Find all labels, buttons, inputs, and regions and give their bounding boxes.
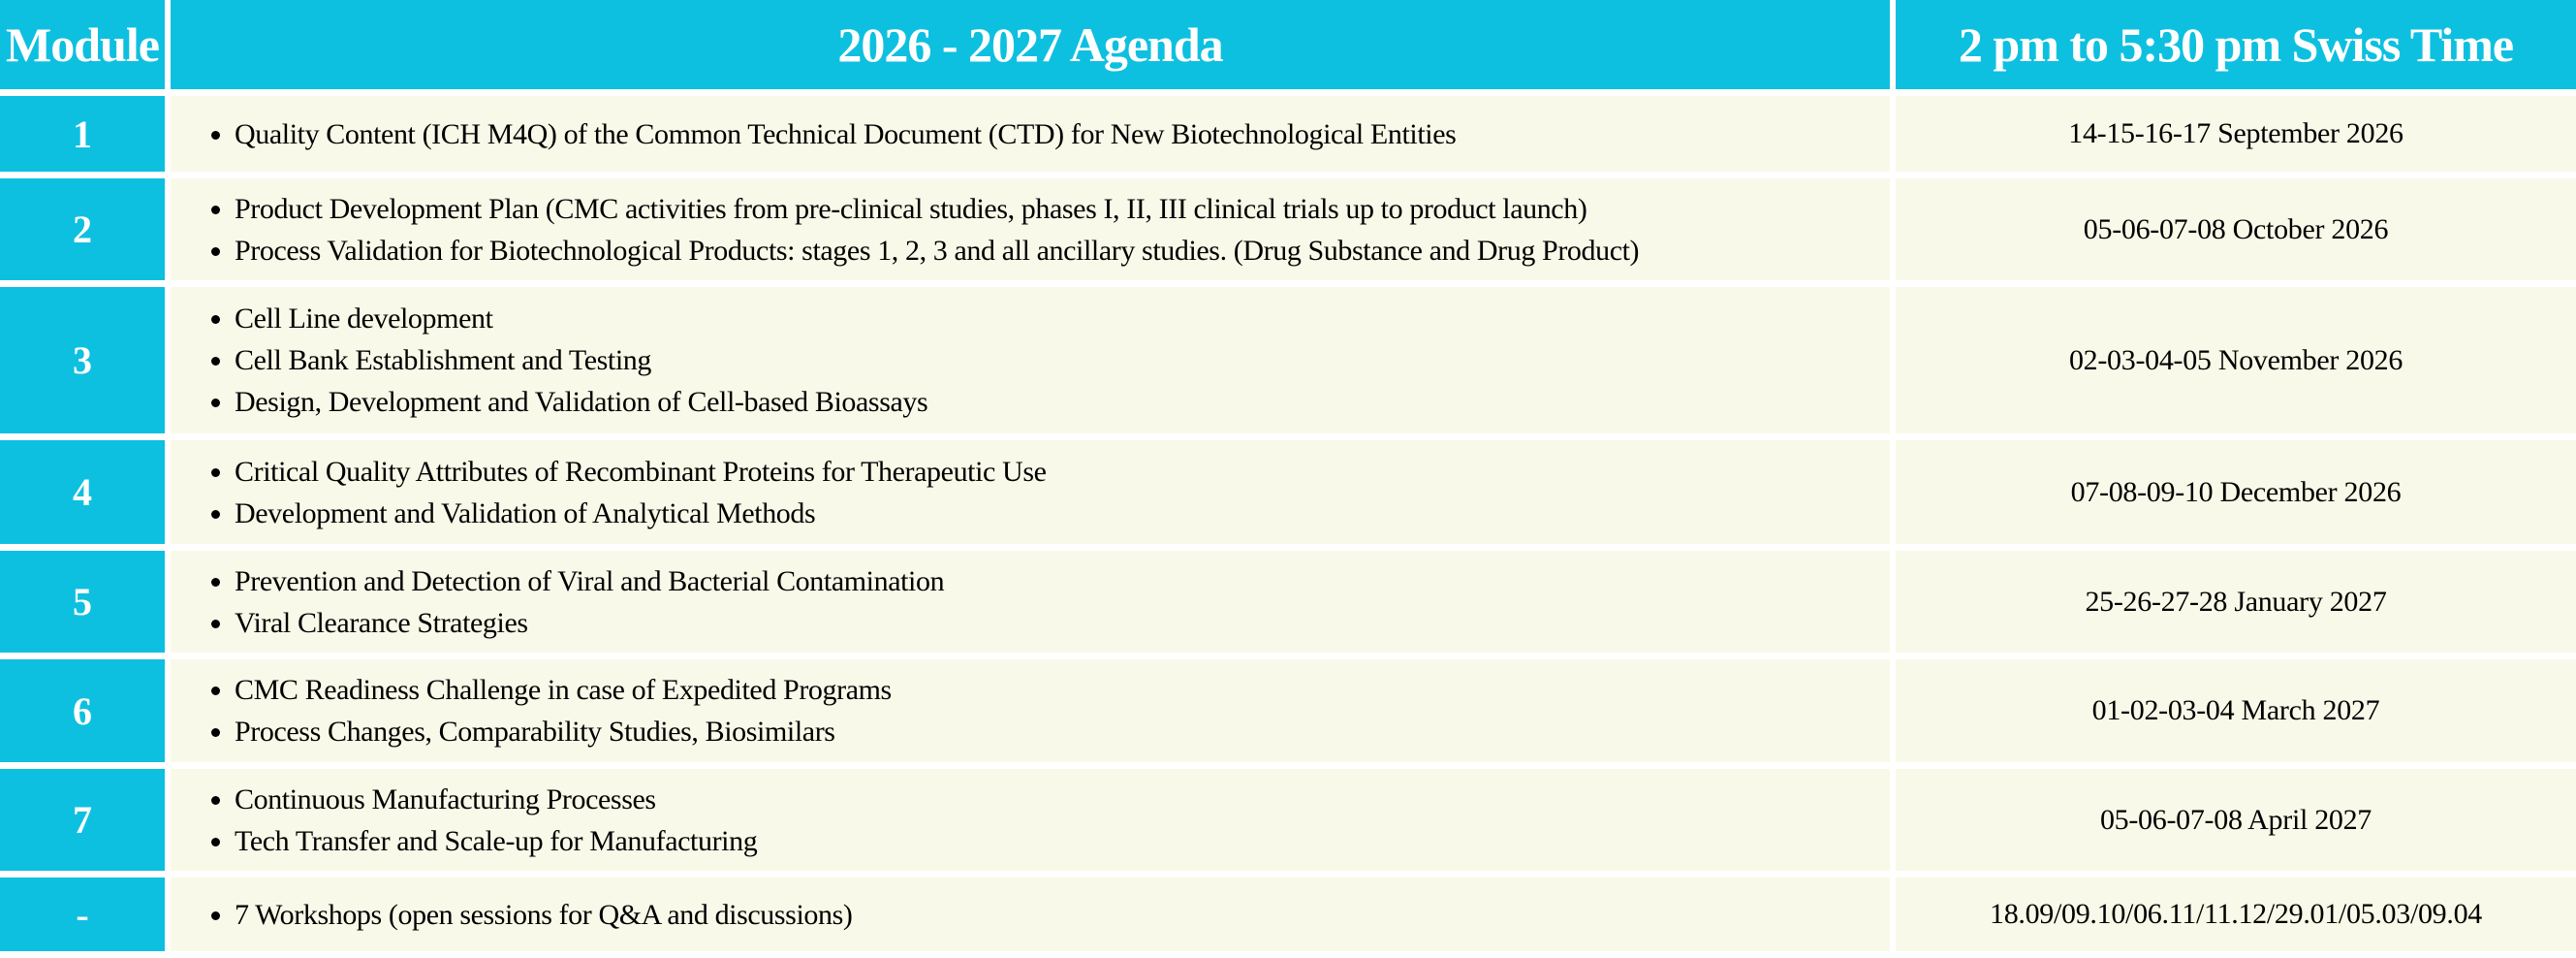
agenda-cell: Continuous Manufacturing ProcessesTech T… — [171, 769, 1890, 871]
session-dates: 02-03-04-05 November 2026 — [1896, 287, 2576, 433]
agenda-item: Design, Development and Validation of Ce… — [235, 381, 1890, 423]
module-number: 6 — [0, 659, 165, 762]
session-dates: 14-15-16-17 September 2026 — [1896, 96, 2576, 172]
agenda-item: Cell Bank Establishment and Testing — [235, 339, 1890, 381]
agenda-item: Quality Content (ICH M4Q) of the Common … — [235, 113, 1890, 155]
agenda-list: CMC Readiness Challenge in case of Exped… — [171, 669, 1890, 752]
agenda-item: Product Development Plan (CMC activities… — [235, 188, 1890, 230]
table-row: 5 Prevention and Detection of Viral and B… — [0, 551, 2576, 653]
agenda-list: Prevention and Detection of Viral and Ba… — [171, 560, 1890, 644]
agenda-item: Cell Line development — [235, 298, 1890, 339]
agenda-list: Cell Line developmentCell Bank Establish… — [171, 298, 1890, 423]
agenda-list: Product Development Plan (CMC activities… — [171, 188, 1890, 271]
agenda-item: CMC Readiness Challenge in case of Exped… — [235, 669, 1890, 711]
table-row: 1 Quality Content (ICH M4Q) of the Common… — [0, 96, 2576, 172]
agenda-cell: Cell Line developmentCell Bank Establish… — [171, 287, 1890, 433]
table-row: 7Continuous Manufacturing ProcessesTech … — [0, 769, 2576, 871]
table-row: - 7 Workshops (open sessions for Q&A and … — [0, 878, 2576, 951]
session-dates: 07-08-09-10 December 2026 — [1896, 440, 2576, 544]
agenda-item: Development and Validation of Analytical… — [235, 493, 1890, 534]
table-body: 1 Quality Content (ICH M4Q) of the Common… — [0, 96, 2576, 951]
module-number: 7 — [0, 769, 165, 871]
module-number: 3 — [0, 287, 165, 433]
module-number: 2 — [0, 178, 165, 280]
session-dates: 25-26-27-28 January 2027 — [1896, 551, 2576, 653]
agenda-list: Quality Content (ICH M4Q) of the Common … — [171, 113, 1890, 155]
agenda-cell: Critical Quality Attributes of Recombina… — [171, 440, 1890, 544]
agenda-list: Continuous Manufacturing ProcessesTech T… — [171, 779, 1890, 862]
agenda-item: Tech Transfer and Scale-up for Manufactu… — [235, 820, 1890, 862]
table-row: 3Cell Line developmentCell Bank Establis… — [0, 287, 2576, 433]
module-number: 5 — [0, 551, 165, 653]
table-row: 6 CMC Readiness Challenge in case of Expe… — [0, 659, 2576, 762]
agenda-cell: Product Development Plan (CMC activities… — [171, 178, 1890, 280]
agenda-item: Process Changes, Comparability Studies, … — [235, 711, 1890, 752]
agenda-cell: 7 Workshops (open sessions for Q&A and d… — [171, 878, 1890, 951]
header-row: Module 2026 - 2027 Agenda 2 pm to 5:30 p… — [0, 0, 2576, 89]
agenda-item: 7 Workshops (open sessions for Q&A and d… — [235, 894, 1890, 936]
agenda-list: Critical Quality Attributes of Recombina… — [171, 451, 1890, 534]
session-dates: 05-06-07-08 October 2026 — [1896, 178, 2576, 280]
agenda-item: Critical Quality Attributes of Recombina… — [235, 451, 1890, 493]
agenda-item: Viral Clearance Strategies — [235, 602, 1890, 644]
agenda-item: Process Validation for Biotechnological … — [235, 230, 1890, 271]
module-number: - — [0, 878, 165, 951]
session-dates: 01-02-03-04 March 2027 — [1896, 659, 2576, 762]
agenda-cell: Quality Content (ICH M4Q) of the Common … — [171, 96, 1890, 172]
agenda-item: Continuous Manufacturing Processes — [235, 779, 1890, 820]
module-number: 1 — [0, 96, 165, 172]
header-agenda: 2026 - 2027 Agenda — [171, 0, 1890, 89]
agenda-cell: CMC Readiness Challenge in case of Exped… — [171, 659, 1890, 762]
agenda-item: Prevention and Detection of Viral and Ba… — [235, 560, 1890, 602]
table-row: 4 Critical Quality Attributes of Recombin… — [0, 440, 2576, 544]
header-module: Module — [0, 0, 165, 89]
agenda-list: 7 Workshops (open sessions for Q&A and d… — [171, 894, 1890, 936]
module-number: 4 — [0, 440, 165, 544]
header-time: 2 pm to 5:30 pm Swiss Time — [1896, 0, 2576, 89]
table-row: 2 Product Development Plan (CMC activitie… — [0, 178, 2576, 280]
agenda-cell: Prevention and Detection of Viral and Ba… — [171, 551, 1890, 653]
session-dates: 05-06-07-08 April 2027 — [1896, 769, 2576, 871]
session-dates: 18.09/09.10/06.11/11.12/29.01/05.03/09.0… — [1896, 878, 2576, 951]
